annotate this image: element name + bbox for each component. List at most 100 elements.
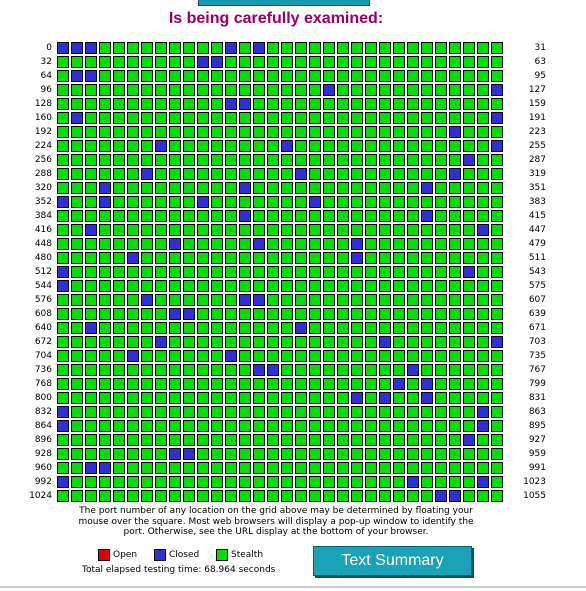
port-cell-448[interactable] bbox=[57, 238, 69, 250]
port-cell-916[interactable] bbox=[337, 434, 349, 446]
port-cell-880[interactable] bbox=[281, 420, 293, 432]
port-cell-935[interactable] bbox=[155, 448, 167, 460]
port-cell-927[interactable] bbox=[491, 434, 503, 446]
port-cell-212[interactable] bbox=[337, 126, 349, 138]
port-cell-120[interactable] bbox=[393, 84, 405, 96]
port-cell-631[interactable] bbox=[379, 308, 391, 320]
port-cell-156[interactable] bbox=[449, 98, 461, 110]
port-cell-671[interactable] bbox=[491, 322, 503, 334]
port-cell-324[interactable] bbox=[113, 182, 125, 194]
port-cell-678[interactable] bbox=[141, 336, 153, 348]
port-cell-821[interactable] bbox=[351, 392, 363, 404]
port-cell-965[interactable] bbox=[127, 462, 139, 474]
port-cell-572[interactable] bbox=[449, 280, 461, 292]
port-cell-72[interactable] bbox=[169, 70, 181, 82]
port-cell-384[interactable] bbox=[57, 210, 69, 222]
port-cell-255[interactable] bbox=[491, 140, 503, 152]
port-cell-488[interactable] bbox=[169, 252, 181, 264]
port-cell-926[interactable] bbox=[477, 434, 489, 446]
port-cell-145[interactable] bbox=[295, 98, 307, 110]
port-cell-153[interactable] bbox=[407, 98, 419, 110]
port-cell-31[interactable] bbox=[491, 42, 503, 54]
port-cell-59[interactable] bbox=[435, 56, 447, 68]
port-cell-77[interactable] bbox=[239, 70, 251, 82]
port-cell-914[interactable] bbox=[309, 434, 321, 446]
port-cell-550[interactable] bbox=[141, 280, 153, 292]
port-cell-330[interactable] bbox=[197, 182, 209, 194]
port-cell-694[interactable] bbox=[365, 336, 377, 348]
port-cell-557[interactable] bbox=[239, 280, 251, 292]
port-cell-270[interactable] bbox=[253, 154, 265, 166]
port-cell-21[interactable] bbox=[351, 42, 363, 54]
port-cell-507[interactable] bbox=[435, 252, 447, 264]
port-cell-1015[interactable] bbox=[379, 476, 391, 488]
port-cell-108[interactable] bbox=[225, 84, 237, 96]
port-cell-468[interactable] bbox=[337, 238, 349, 250]
port-cell-359[interactable] bbox=[155, 196, 167, 208]
port-cell-376[interactable] bbox=[393, 196, 405, 208]
port-cell-1026[interactable] bbox=[85, 490, 97, 502]
port-cell-460[interactable] bbox=[225, 238, 237, 250]
port-cell-62[interactable] bbox=[477, 56, 489, 68]
port-cell-893[interactable] bbox=[463, 420, 475, 432]
port-cell-335[interactable] bbox=[267, 182, 279, 194]
port-cell-621[interactable] bbox=[239, 308, 251, 320]
port-cell-826[interactable] bbox=[421, 392, 433, 404]
port-cell-546[interactable] bbox=[85, 280, 97, 292]
port-cell-817[interactable] bbox=[295, 392, 307, 404]
port-cell-642[interactable] bbox=[85, 322, 97, 334]
port-cell-584[interactable] bbox=[169, 294, 181, 306]
port-cell-745[interactable] bbox=[183, 364, 195, 376]
port-cell-548[interactable] bbox=[113, 280, 125, 292]
port-cell-480[interactable] bbox=[57, 252, 69, 264]
port-cell-731[interactable] bbox=[435, 350, 447, 362]
port-cell-940[interactable] bbox=[225, 448, 237, 460]
port-cell-706[interactable] bbox=[85, 350, 97, 362]
port-cell-103[interactable] bbox=[155, 84, 167, 96]
port-cell-638[interactable] bbox=[477, 308, 489, 320]
port-cell-846[interactable] bbox=[253, 406, 265, 418]
port-cell-246[interactable] bbox=[365, 140, 377, 152]
port-cell-257[interactable] bbox=[71, 154, 83, 166]
port-cell-540[interactable] bbox=[449, 266, 461, 278]
port-cell-132[interactable] bbox=[113, 98, 125, 110]
port-cell-327[interactable] bbox=[155, 182, 167, 194]
port-cell-151[interactable] bbox=[379, 98, 391, 110]
port-cell-605[interactable] bbox=[463, 294, 475, 306]
port-cell-938[interactable] bbox=[197, 448, 209, 460]
port-cell-34[interactable] bbox=[85, 56, 97, 68]
port-cell-773[interactable] bbox=[127, 378, 139, 390]
port-cell-140[interactable] bbox=[225, 98, 237, 110]
port-cell-89[interactable] bbox=[407, 70, 419, 82]
port-cell-659[interactable] bbox=[323, 322, 335, 334]
port-cell-252[interactable] bbox=[449, 140, 461, 152]
port-cell-991[interactable] bbox=[491, 462, 503, 474]
port-cell-862[interactable] bbox=[477, 406, 489, 418]
port-cell-688[interactable] bbox=[281, 336, 293, 348]
port-cell-795[interactable] bbox=[435, 378, 447, 390]
port-cell-338[interactable] bbox=[309, 182, 321, 194]
port-cell-202[interactable] bbox=[197, 126, 209, 138]
port-cell-382[interactable] bbox=[477, 196, 489, 208]
port-cell-669[interactable] bbox=[463, 322, 475, 334]
port-cell-107[interactable] bbox=[211, 84, 223, 96]
port-cell-136[interactable] bbox=[169, 98, 181, 110]
port-cell-985[interactable] bbox=[407, 462, 419, 474]
port-cell-185[interactable] bbox=[407, 112, 419, 124]
port-cell-908[interactable] bbox=[225, 434, 237, 446]
port-cell-219[interactable] bbox=[435, 126, 447, 138]
port-cell-994[interactable] bbox=[85, 476, 97, 488]
port-cell-668[interactable] bbox=[449, 322, 461, 334]
port-cell-99[interactable] bbox=[99, 84, 111, 96]
port-cell-1045[interactable] bbox=[351, 490, 363, 502]
port-cell-104[interactable] bbox=[169, 84, 181, 96]
port-cell-158[interactable] bbox=[477, 98, 489, 110]
port-cell-716[interactable] bbox=[225, 350, 237, 362]
port-cell-805[interactable] bbox=[127, 392, 139, 404]
port-cell-1013[interactable] bbox=[351, 476, 363, 488]
port-cell-720[interactable] bbox=[281, 350, 293, 362]
port-cell-756[interactable] bbox=[337, 364, 349, 376]
port-cell-586[interactable] bbox=[197, 294, 209, 306]
port-cell-264[interactable] bbox=[169, 154, 181, 166]
port-cell-137[interactable] bbox=[183, 98, 195, 110]
